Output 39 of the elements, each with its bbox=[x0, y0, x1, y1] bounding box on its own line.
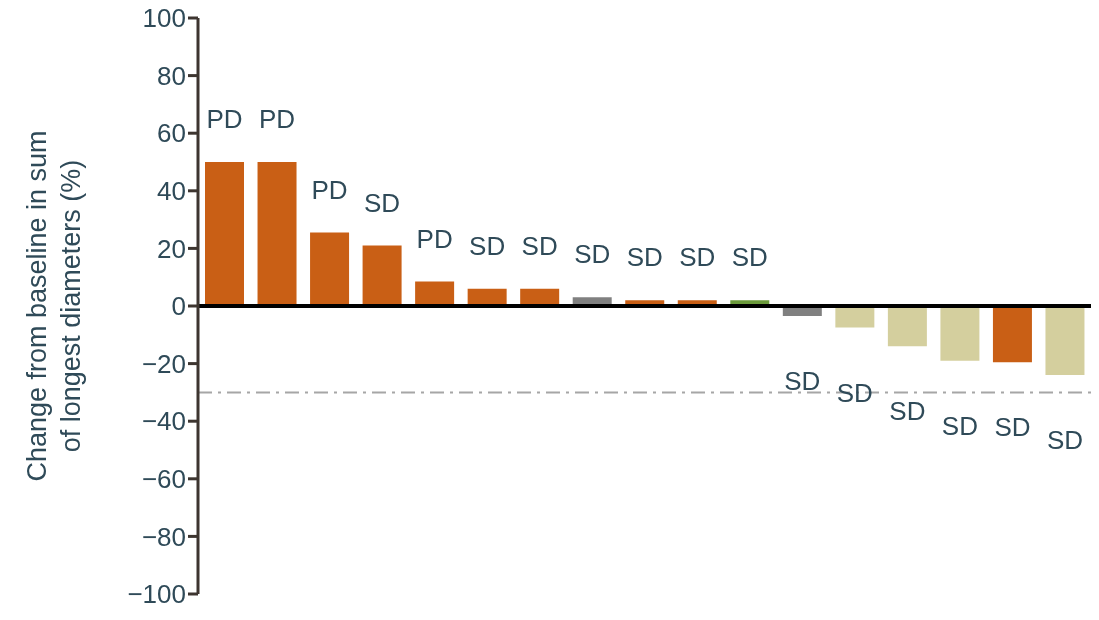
data-label: SD bbox=[521, 230, 558, 261]
bar bbox=[992, 306, 1032, 363]
y-tick-label: 60 bbox=[157, 118, 186, 149]
data-label: SD bbox=[574, 239, 611, 270]
y-axis-title: Change from baseline in sum of longest diameters (%) bbox=[22, 130, 86, 482]
bar bbox=[887, 306, 927, 347]
data-label: PD bbox=[416, 223, 453, 254]
y-tick-label: 0 bbox=[171, 291, 186, 322]
data-label: SD bbox=[836, 377, 873, 408]
bar bbox=[362, 245, 402, 306]
data-label: SD bbox=[941, 410, 978, 441]
data-label: SD bbox=[889, 396, 926, 427]
y-tick-label: 80 bbox=[157, 60, 186, 91]
data-label: SD bbox=[784, 366, 821, 397]
bar bbox=[257, 162, 297, 306]
y-tick-label: 40 bbox=[157, 176, 186, 207]
y-tick-label: −100 bbox=[127, 579, 186, 610]
bar bbox=[940, 306, 980, 361]
bar bbox=[835, 306, 875, 328]
data-label: SD bbox=[994, 412, 1031, 443]
data-label: SD bbox=[731, 242, 768, 273]
y-tick-label: −60 bbox=[141, 464, 186, 495]
y-tick-label: −20 bbox=[141, 348, 186, 379]
data-label: SD bbox=[1046, 425, 1084, 456]
bar bbox=[415, 281, 455, 306]
bar bbox=[1045, 306, 1085, 376]
y-tick-label: −40 bbox=[141, 406, 186, 437]
data-label: PD bbox=[258, 104, 296, 134]
data-label: PD bbox=[206, 104, 243, 134]
data-label: PD bbox=[311, 174, 348, 205]
data-label: SD bbox=[626, 242, 663, 273]
y-tick-label: 100 bbox=[142, 3, 186, 34]
data-label: SD bbox=[469, 230, 506, 261]
data-label: SD bbox=[679, 242, 716, 273]
y-tick-label: 20 bbox=[157, 233, 186, 264]
y-tick-label: −80 bbox=[141, 521, 186, 552]
bar bbox=[205, 162, 244, 306]
bar bbox=[310, 232, 350, 306]
data-label: SD bbox=[364, 187, 401, 218]
